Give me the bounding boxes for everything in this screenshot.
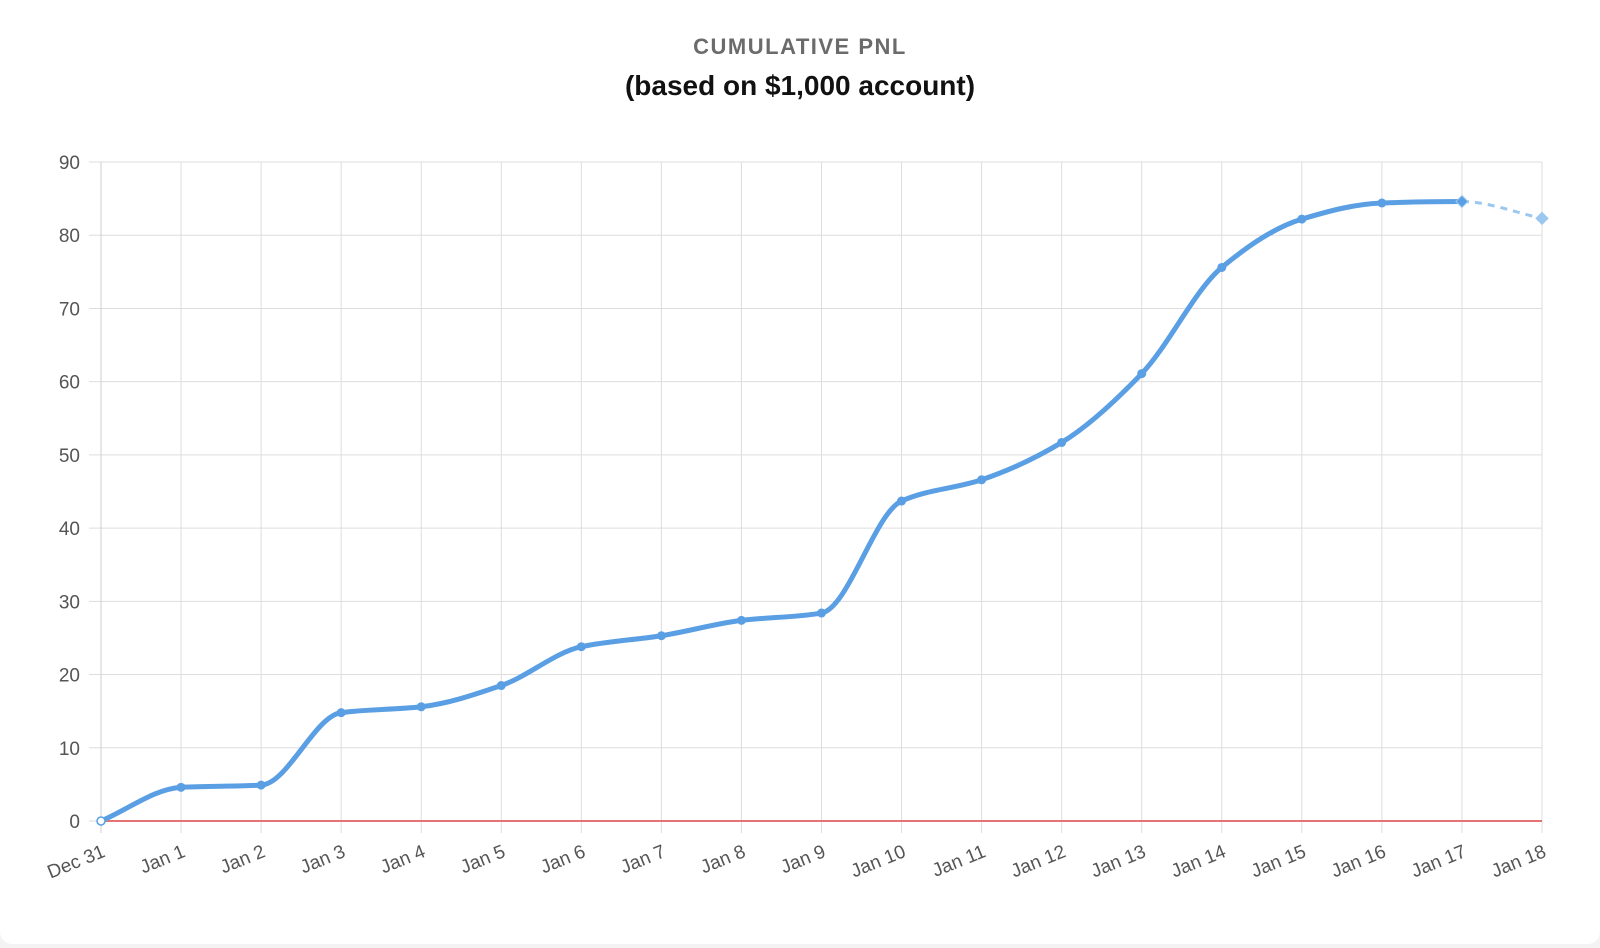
x-tick-label: Jan 9 — [778, 841, 829, 878]
pnl-series-line — [98, 199, 1465, 824]
data-point[interactable] — [1297, 214, 1307, 224]
data-point[interactable] — [897, 496, 907, 506]
data-point[interactable] — [336, 708, 346, 718]
x-tick-label: Jan 13 — [1088, 841, 1149, 882]
data-point[interactable] — [176, 782, 186, 792]
data-point[interactable] — [416, 702, 426, 712]
data-point[interactable] — [656, 631, 666, 641]
grid-lines — [89, 161, 1543, 833]
x-tick-label: Jan 3 — [297, 841, 348, 878]
x-tick-label: Jan 12 — [1008, 841, 1069, 882]
x-axis-ticks: Dec 31 Jan 1 Jan 2 Jan 3 Jan 4 Jan 5 Jan 6 Jan … — [45, 841, 1550, 883]
x-tick-label: Jan 10 — [848, 841, 909, 882]
y-tick-label: 40 — [59, 519, 80, 540]
x-tick-label: Jan 17 — [1408, 841, 1469, 882]
data-point[interactable] — [1217, 262, 1227, 272]
data-point[interactable] — [496, 681, 506, 691]
data-point[interactable] — [576, 642, 586, 652]
data-point[interactable] — [96, 816, 106, 826]
x-tick-label: Jan 4 — [377, 841, 428, 878]
x-tick-label: Jan 15 — [1248, 841, 1309, 882]
x-tick-label: Jan 6 — [538, 841, 589, 878]
x-tick-label: Jan 11 — [929, 841, 988, 881]
x-tick-label: Jan 14 — [1168, 841, 1229, 882]
x-tick-label: Jan 5 — [458, 841, 509, 878]
data-point[interactable] — [256, 780, 266, 790]
y-tick-label: 0 — [69, 812, 80, 833]
chart-title: CUMULATIVE PNL — [693, 34, 907, 59]
chart-subtitle: (based on $1,000 account) — [624, 70, 976, 101]
data-point[interactable] — [1137, 369, 1147, 379]
y-tick-label: 60 — [59, 373, 80, 394]
data-point[interactable] — [736, 615, 746, 625]
x-tick-label: Jan 16 — [1328, 841, 1389, 882]
y-axis-ticks: 0 10 20 30 40 50 60 70 80 90 — [59, 153, 80, 833]
y-tick-label: 10 — [59, 739, 80, 760]
data-point[interactable] — [977, 475, 987, 485]
y-tick-label: 80 — [59, 226, 80, 247]
pnl-data-points — [96, 194, 1549, 826]
x-tick-label: Dec 31 — [45, 841, 109, 883]
projected-data-point[interactable] — [1455, 194, 1469, 209]
pnl-projection-line — [1461, 200, 1543, 220]
y-tick-label: 20 — [59, 666, 80, 687]
y-tick-label: 90 — [59, 153, 80, 174]
data-point[interactable] — [817, 608, 826, 618]
x-tick-label: Jan 7 — [618, 841, 669, 878]
y-tick-label: 70 — [59, 299, 80, 320]
x-tick-label: Jan 18 — [1488, 841, 1549, 882]
x-tick-label: Jan 1 — [137, 841, 188, 878]
y-tick-label: 30 — [59, 592, 80, 613]
data-point[interactable] — [1057, 437, 1067, 447]
y-tick-label: 50 — [59, 446, 80, 467]
projected-data-point[interactable] — [1535, 211, 1549, 226]
x-tick-label: Jan 8 — [698, 841, 749, 878]
data-point[interactable] — [1377, 198, 1387, 208]
x-tick-label: Jan 2 — [217, 841, 268, 878]
